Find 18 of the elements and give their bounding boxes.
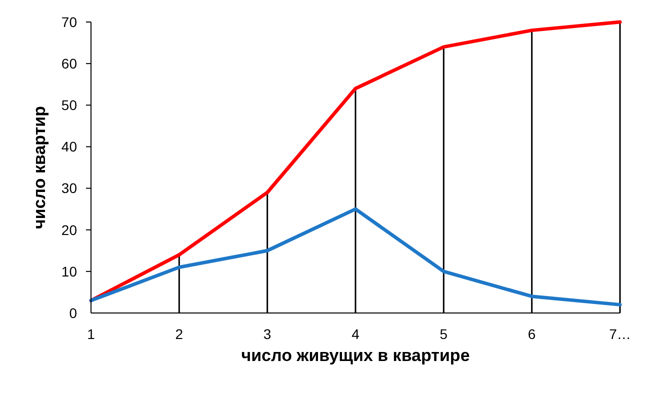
x-tick-label: 3 (263, 326, 272, 342)
x-tick-label: 2 (175, 326, 184, 342)
x-tick-label: 4 (352, 326, 360, 342)
y-axis-title: число квартир (30, 106, 49, 229)
x-tick-label: 7… (609, 326, 631, 342)
y-tick-label: 70 (61, 14, 78, 30)
x-tick-label: 5 (440, 326, 448, 342)
y-tick-label: 10 (61, 263, 78, 280)
line-series (89, 207, 622, 306)
y-tick-label: 20 (61, 222, 78, 238)
y-tick-label: 50 (61, 97, 78, 114)
y-tick-label: 30 (61, 180, 78, 196)
y-tick-label: 40 (61, 138, 78, 155)
x-tick-label: 1 (87, 326, 96, 342)
x-axis-title: число живущих в квартире (241, 346, 470, 365)
y-tick-label: 60 (61, 55, 78, 72)
x-tick-label: 6 (528, 326, 536, 342)
y-tick-label: 0 (69, 304, 78, 321)
